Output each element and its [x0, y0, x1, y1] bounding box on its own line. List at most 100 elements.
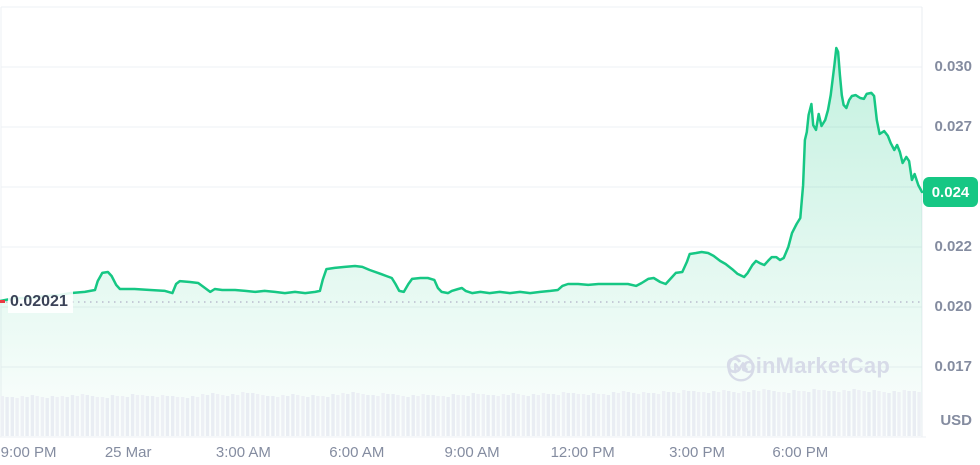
volume-bar — [491, 395, 496, 436]
volume-bar — [456, 395, 460, 436]
volume-bar — [762, 389, 766, 436]
volume-bar — [155, 397, 160, 436]
volume-bar — [255, 394, 260, 436]
volume-bar — [737, 393, 741, 436]
volume-bar — [60, 396, 65, 436]
volume-bar — [621, 391, 626, 436]
open-price-tick-icon — [0, 300, 5, 304]
volume-bar — [100, 397, 105, 436]
volume-bar — [130, 394, 135, 436]
volume-bar — [30, 395, 35, 436]
volume-bar — [171, 396, 175, 436]
volume-bar — [0, 396, 5, 436]
volume-bar — [361, 394, 365, 436]
volume-bar — [5, 397, 9, 436]
volume-bar — [857, 390, 861, 436]
volume-bar — [90, 396, 95, 436]
volume-bar — [416, 396, 420, 436]
volume-bar — [70, 395, 75, 436]
coinmarketcap-logo-icon — [727, 354, 755, 382]
volume-bar — [797, 391, 801, 436]
x-axis-tick-label: 3:00 AM — [215, 444, 271, 461]
volume-bar — [115, 396, 119, 436]
volume-bar — [316, 396, 320, 436]
volume-bar — [461, 395, 465, 436]
volume-bar — [396, 395, 400, 436]
volume-bar — [917, 392, 921, 436]
volume-bar — [421, 394, 425, 436]
x-axis-tick-label: 3:00 PM — [669, 444, 725, 461]
volume-bar — [145, 396, 150, 436]
volume-bar — [326, 397, 330, 436]
volume-bar — [912, 391, 916, 436]
volume-bar — [897, 392, 901, 436]
volume-bar — [616, 393, 621, 436]
volume-bar — [646, 393, 651, 436]
volume-bar — [742, 391, 746, 436]
volume-bar — [662, 391, 666, 436]
volume-bar — [331, 394, 335, 436]
volume-bar — [767, 390, 771, 436]
volume-bar — [471, 393, 475, 436]
volume-bar — [446, 397, 450, 436]
volume-bar — [486, 395, 490, 436]
volume-bar — [516, 394, 520, 436]
y-axis-tick-label: 0.017 — [934, 358, 972, 375]
y-axis-unit-label: USD — [940, 412, 972, 429]
volume-bar — [371, 395, 375, 436]
volume-bar — [225, 396, 230, 436]
volume-bar — [551, 394, 556, 436]
volume-bar — [50, 396, 55, 436]
volume-bar — [276, 397, 280, 436]
volume-bar — [686, 391, 691, 436]
volume-bar — [85, 395, 89, 436]
volume-bar — [401, 396, 405, 436]
volume-bar — [842, 390, 846, 436]
volume-bar — [501, 394, 506, 436]
volume-bar — [822, 390, 826, 436]
volume-bar — [241, 392, 245, 436]
volume-bar — [902, 390, 906, 436]
volume-bar — [682, 390, 686, 436]
volume-bar — [296, 395, 300, 436]
volume-bar — [466, 396, 470, 436]
volume-bar — [847, 391, 851, 436]
volume-bar — [366, 395, 370, 436]
volume-bar — [511, 393, 516, 436]
volume-bar — [261, 395, 265, 436]
volume-bar — [215, 394, 220, 436]
volume-bar — [105, 398, 109, 436]
x-axis-tick-label: 6:00 AM — [329, 444, 385, 461]
volume-bar — [306, 397, 310, 436]
volume-bar — [351, 392, 355, 436]
volume-bar — [431, 395, 435, 436]
volume-bar — [191, 396, 195, 436]
volume-bar — [526, 396, 530, 436]
current-price-badge: 0.024 — [923, 177, 978, 208]
volume-bar — [652, 393, 656, 436]
volume-bar — [862, 391, 866, 436]
volume-bar — [496, 396, 500, 436]
volume-bar — [336, 395, 340, 436]
volume-bar — [20, 396, 24, 436]
price-area-fill — [0, 48, 922, 437]
volume-bar — [752, 390, 756, 436]
volume-bar — [787, 393, 791, 436]
volume-bar — [907, 391, 911, 436]
volume-bar — [531, 394, 536, 436]
volume-bar — [426, 395, 430, 436]
volume-bar — [596, 394, 601, 436]
volume-bar — [827, 391, 831, 436]
volume-bar — [636, 394, 641, 436]
volume-bar — [481, 394, 485, 436]
volume-bar — [747, 392, 751, 436]
volume-bar — [291, 394, 295, 436]
volume-bar — [807, 392, 811, 436]
y-axis-tick-label: 0.022 — [934, 238, 972, 255]
volume-bar — [65, 397, 69, 436]
volume-bar — [882, 392, 886, 436]
volume-bar — [877, 391, 881, 436]
volume-bar — [772, 391, 776, 436]
volume-bar — [626, 392, 631, 436]
